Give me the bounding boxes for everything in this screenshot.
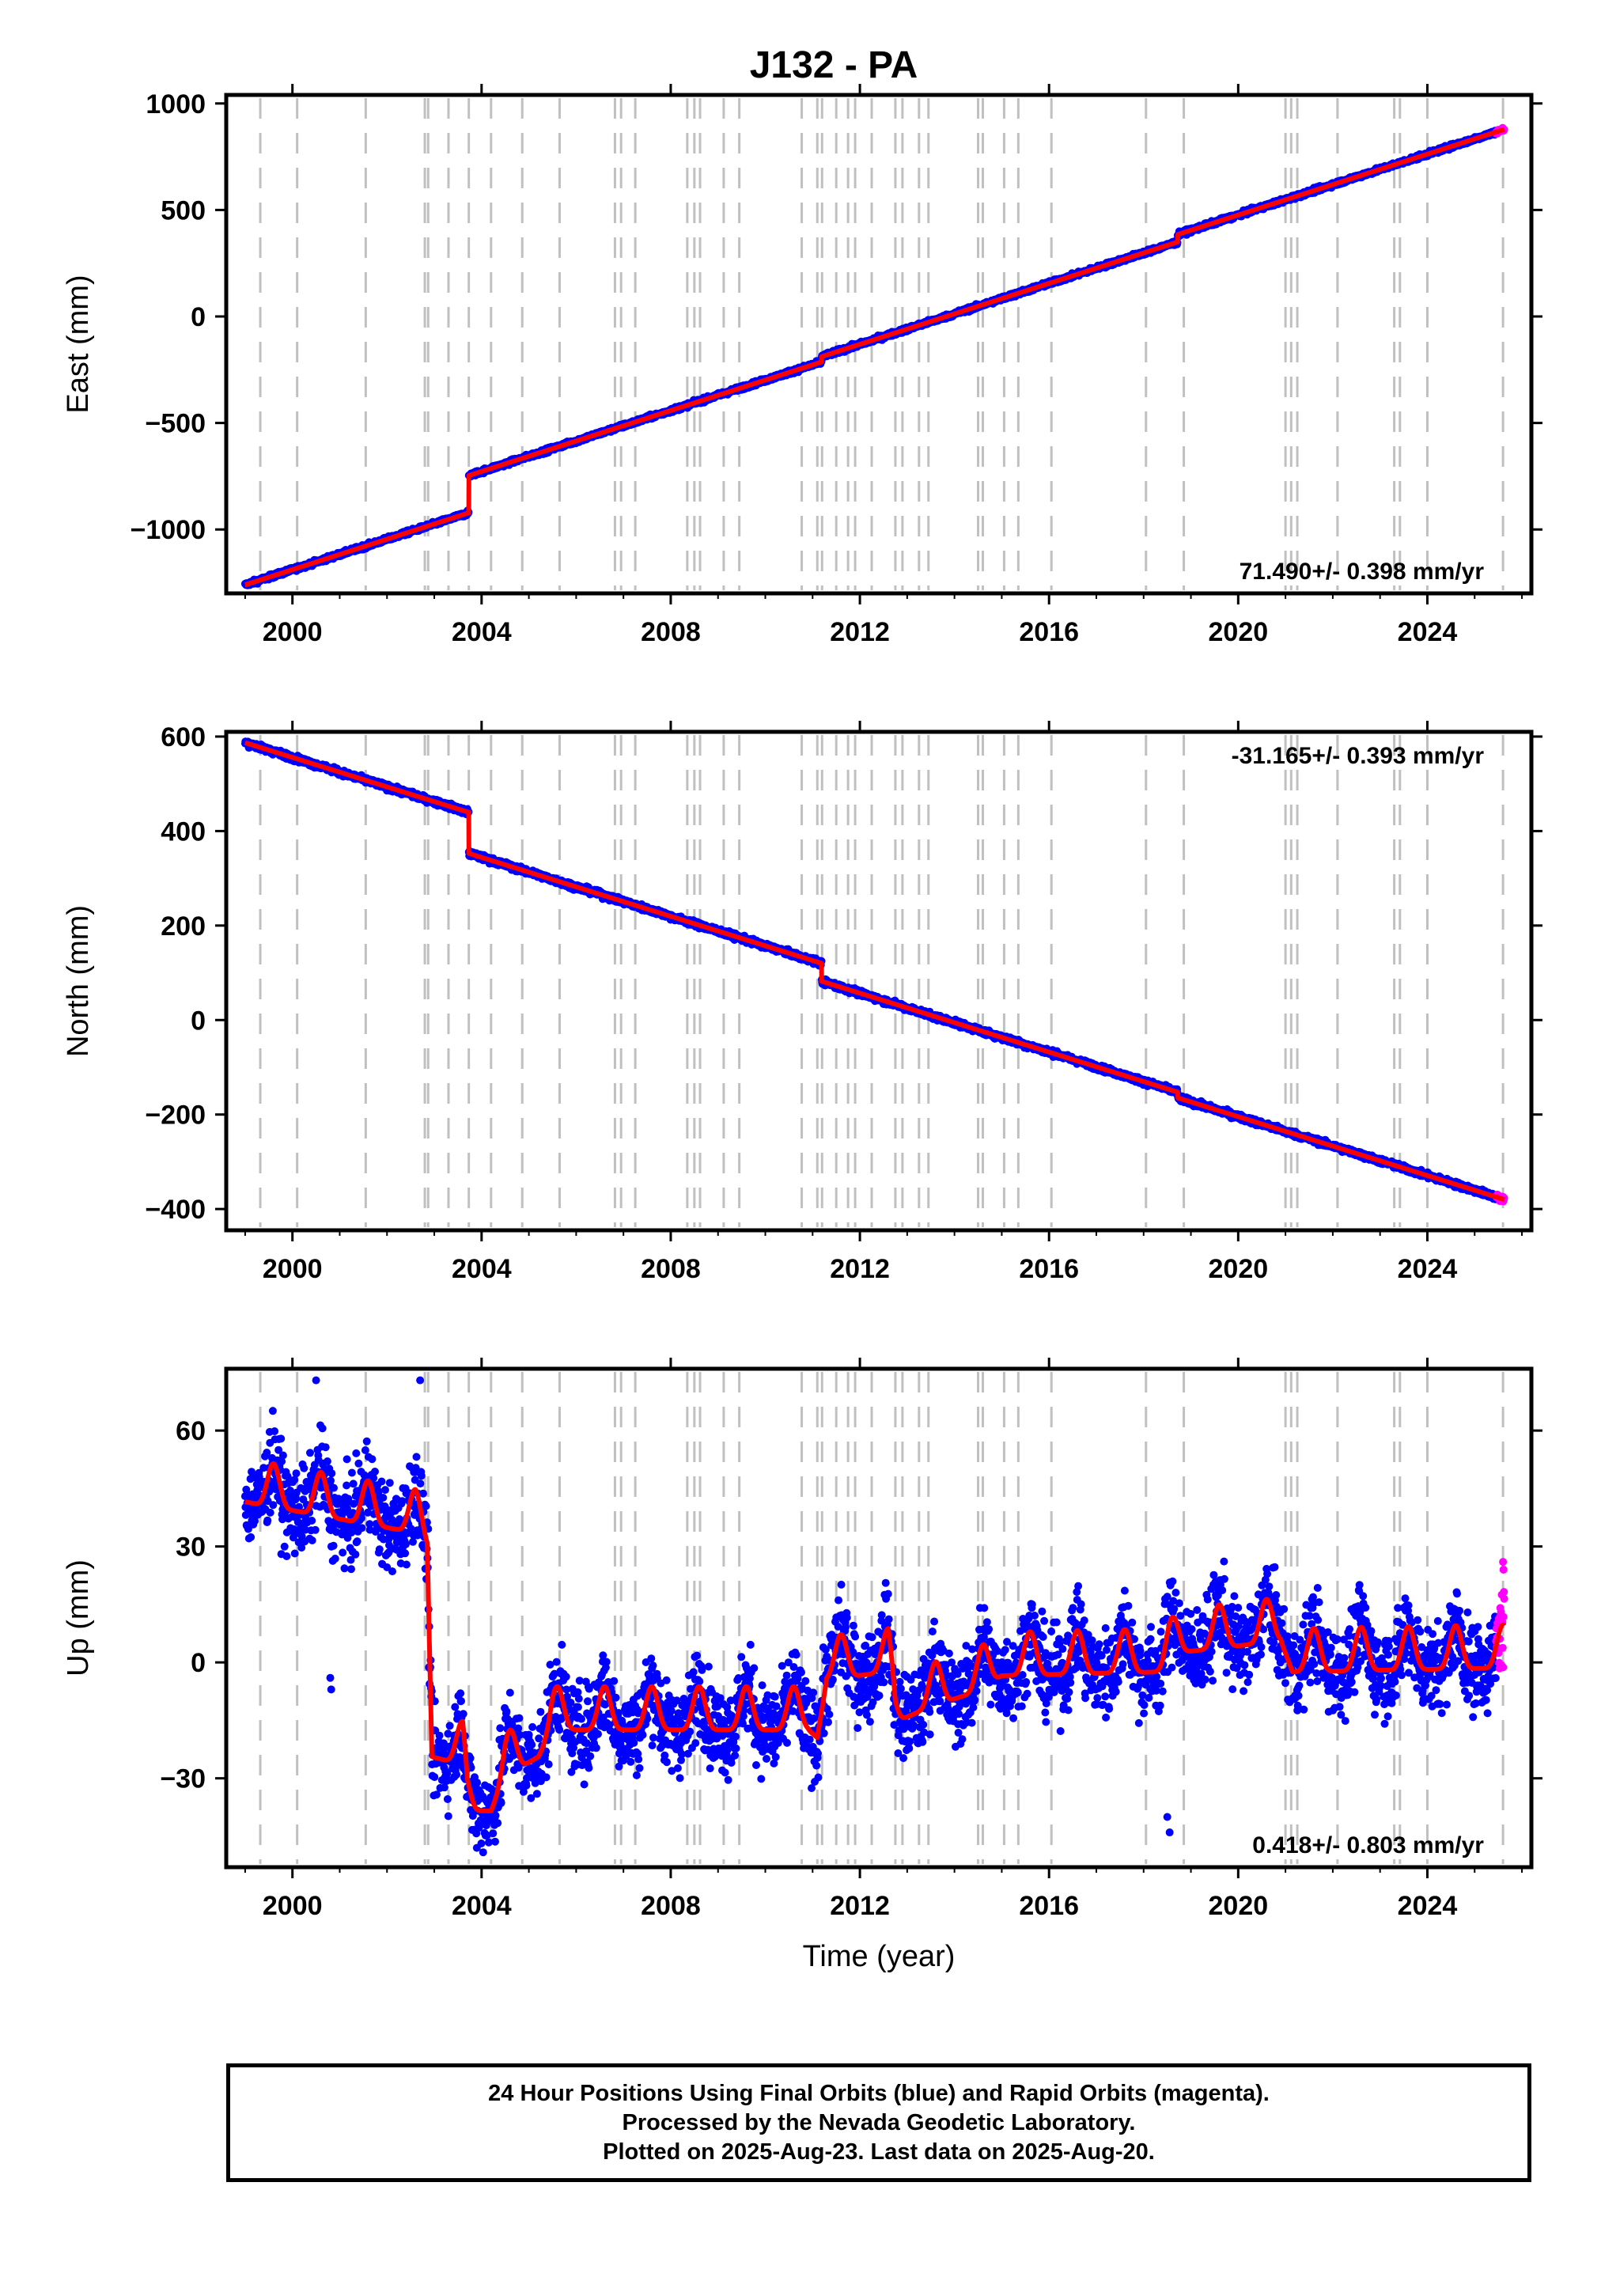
east-panel: 2000 2004 2008 2012 2016 2020 2024 −1000 −500 0 50… [62,84,1542,647]
x-tick-label: 2020 [1209,617,1269,647]
event-lines [259,98,1504,590]
x-tick-label: 2016 [1019,617,1079,647]
y-tick-label: −1000 [131,515,206,545]
y-tick-label: 0 [191,302,206,332]
plot-frame [224,93,1534,596]
y-tick-label: 1000 [146,89,206,119]
x-tick-label: 2024 [1398,617,1458,647]
data-points [240,123,1508,589]
model-line [243,127,1507,588]
x-tick-label: 2012 [830,617,890,647]
y-tick-label: 500 [161,195,206,225]
rate-annotation: 71.490+/- 0.398 mm/yr [1240,559,1485,585]
chart-title: J132 - PA [750,44,918,86]
north-panel: 2000 2004 2008 2012 2016 2020 2024−400−2000200… [62,721,1542,1284]
data-points [240,737,1508,1206]
y-axis-label: East (mm) [62,275,95,413]
x-tick-label: 2004 [452,617,512,647]
x-tick-label: 2008 [641,617,701,647]
x-tick-label: 2000 [263,617,323,647]
y-tick-label: −500 [145,409,206,439]
